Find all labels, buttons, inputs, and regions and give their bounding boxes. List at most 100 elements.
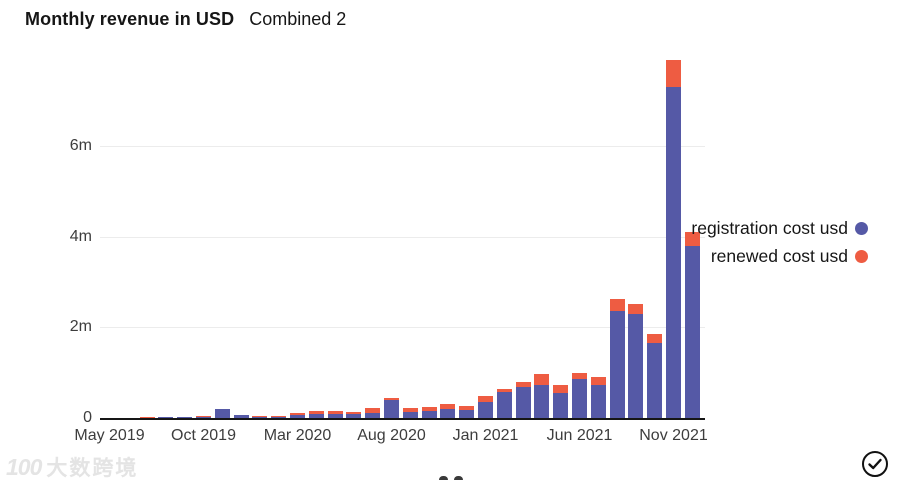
y-tick-label: 2m xyxy=(69,318,92,336)
chart-header: Monthly revenue in USD Combined 2 xyxy=(25,9,346,30)
bar-segment xyxy=(440,408,456,418)
bar-stack[interactable] xyxy=(609,298,625,418)
gridline-6m xyxy=(100,145,705,147)
check-circle-button[interactable] xyxy=(861,450,889,478)
clipped-text-fragment xyxy=(439,476,448,480)
y-tick-label: 4m xyxy=(69,227,92,245)
bar-segment xyxy=(553,384,569,394)
bar-stack[interactable] xyxy=(233,414,249,418)
plot-area xyxy=(102,55,704,418)
bar-segment xyxy=(214,409,230,418)
bar-stack[interactable] xyxy=(459,405,475,418)
bar-segment xyxy=(384,399,399,418)
bar-stack[interactable] xyxy=(647,334,663,418)
bar-stack[interactable] xyxy=(308,411,324,418)
x-tick-label: Jan 2021 xyxy=(452,427,519,444)
bar-stack[interactable] xyxy=(271,415,287,418)
bar-segment xyxy=(365,408,381,413)
bar-segment xyxy=(459,410,475,418)
x-tick-label: Nov 2021 xyxy=(639,427,708,444)
bar-stack[interactable] xyxy=(421,407,437,418)
bar-segment xyxy=(666,60,681,87)
bar-stack[interactable] xyxy=(553,384,569,418)
bar-segment xyxy=(308,413,324,418)
bar-segment xyxy=(534,374,550,385)
bar-stack[interactable] xyxy=(384,397,399,418)
bar-segment xyxy=(421,407,437,412)
bar-segment xyxy=(647,343,663,418)
legend-dot-icon xyxy=(855,222,868,235)
gridline-4m xyxy=(100,236,705,238)
chart-subtitle: Combined 2 xyxy=(249,9,347,29)
bar-segment xyxy=(402,412,418,418)
check-circle-icon xyxy=(862,451,888,477)
bar-segment xyxy=(196,416,211,418)
bar-segment xyxy=(590,385,606,418)
bar-stack[interactable] xyxy=(139,417,155,418)
bar-stack[interactable] xyxy=(515,382,531,418)
gridline-2m xyxy=(100,327,705,329)
bar-segment xyxy=(271,416,287,418)
bar-segment xyxy=(666,86,681,418)
bar-segment xyxy=(177,417,193,418)
bar-stack[interactable] xyxy=(534,374,550,418)
chart-title: Monthly revenue in USD xyxy=(25,9,235,29)
bar-stack[interactable] xyxy=(196,416,211,418)
bar-stack[interactable] xyxy=(666,60,681,418)
watermark-logo-icon: 100 xyxy=(6,453,42,480)
bar-stack[interactable] xyxy=(327,411,343,418)
bar-stack[interactable] xyxy=(365,408,381,418)
bar-segment xyxy=(402,408,418,413)
bar-segment xyxy=(252,416,268,418)
bar-segment xyxy=(478,396,493,403)
bar-stack[interactable] xyxy=(346,412,362,418)
bar-stack[interactable] xyxy=(572,372,587,418)
x-axis-line xyxy=(100,418,705,420)
bar-segment xyxy=(346,412,362,415)
bar-segment xyxy=(290,414,305,418)
watermark-text: 大数跨境 xyxy=(46,457,139,480)
x-tick-label: Oct 2019 xyxy=(171,427,236,444)
bar-stack[interactable] xyxy=(252,416,268,418)
bar-segment xyxy=(496,392,512,418)
bar-segment xyxy=(553,393,569,418)
bar-stack[interactable] xyxy=(402,408,418,418)
bar-segment xyxy=(327,413,343,418)
x-tick-label: May 2019 xyxy=(74,427,145,444)
bar-segment xyxy=(346,414,362,418)
bar-stack[interactable] xyxy=(590,377,606,418)
x-tick-label: Jun 2021 xyxy=(546,427,613,444)
legend-label: registration cost usd xyxy=(691,218,848,238)
bar-segment xyxy=(327,411,343,414)
x-tick-label: Aug 2020 xyxy=(357,427,426,444)
bar-stack[interactable] xyxy=(290,412,305,418)
bar-segment xyxy=(684,246,700,418)
watermark: 100 大数跨境 xyxy=(6,452,138,482)
bar-stack[interactable] xyxy=(177,416,193,418)
bar-stack[interactable] xyxy=(684,231,700,418)
bar-segment xyxy=(290,412,305,415)
bar-segment xyxy=(233,415,249,418)
bar-segment xyxy=(384,397,399,400)
bar-segment xyxy=(459,405,475,411)
bar-stack[interactable] xyxy=(440,404,456,418)
bar-stack[interactable] xyxy=(214,408,230,418)
bar-stack[interactable] xyxy=(478,396,493,418)
bar-stack[interactable] xyxy=(496,388,512,418)
bar-stack[interactable] xyxy=(158,417,174,418)
bar-stack[interactable] xyxy=(628,303,644,418)
bar-segment xyxy=(478,402,493,418)
bar-segment xyxy=(628,313,644,418)
bar-segment xyxy=(572,378,587,418)
legend-item[interactable]: registration cost usd xyxy=(691,218,868,239)
legend-dot-icon xyxy=(855,250,868,263)
y-tick-label: 6m xyxy=(69,136,92,154)
chart-legend: registration cost usd renewed cost usd xyxy=(691,218,868,267)
legend-item[interactable]: renewed cost usd xyxy=(711,246,868,267)
bar-segment xyxy=(308,411,324,414)
bar-segment xyxy=(271,415,287,417)
bar-segment xyxy=(647,334,663,344)
bar-segment xyxy=(515,382,531,388)
bar-segment xyxy=(440,404,456,409)
